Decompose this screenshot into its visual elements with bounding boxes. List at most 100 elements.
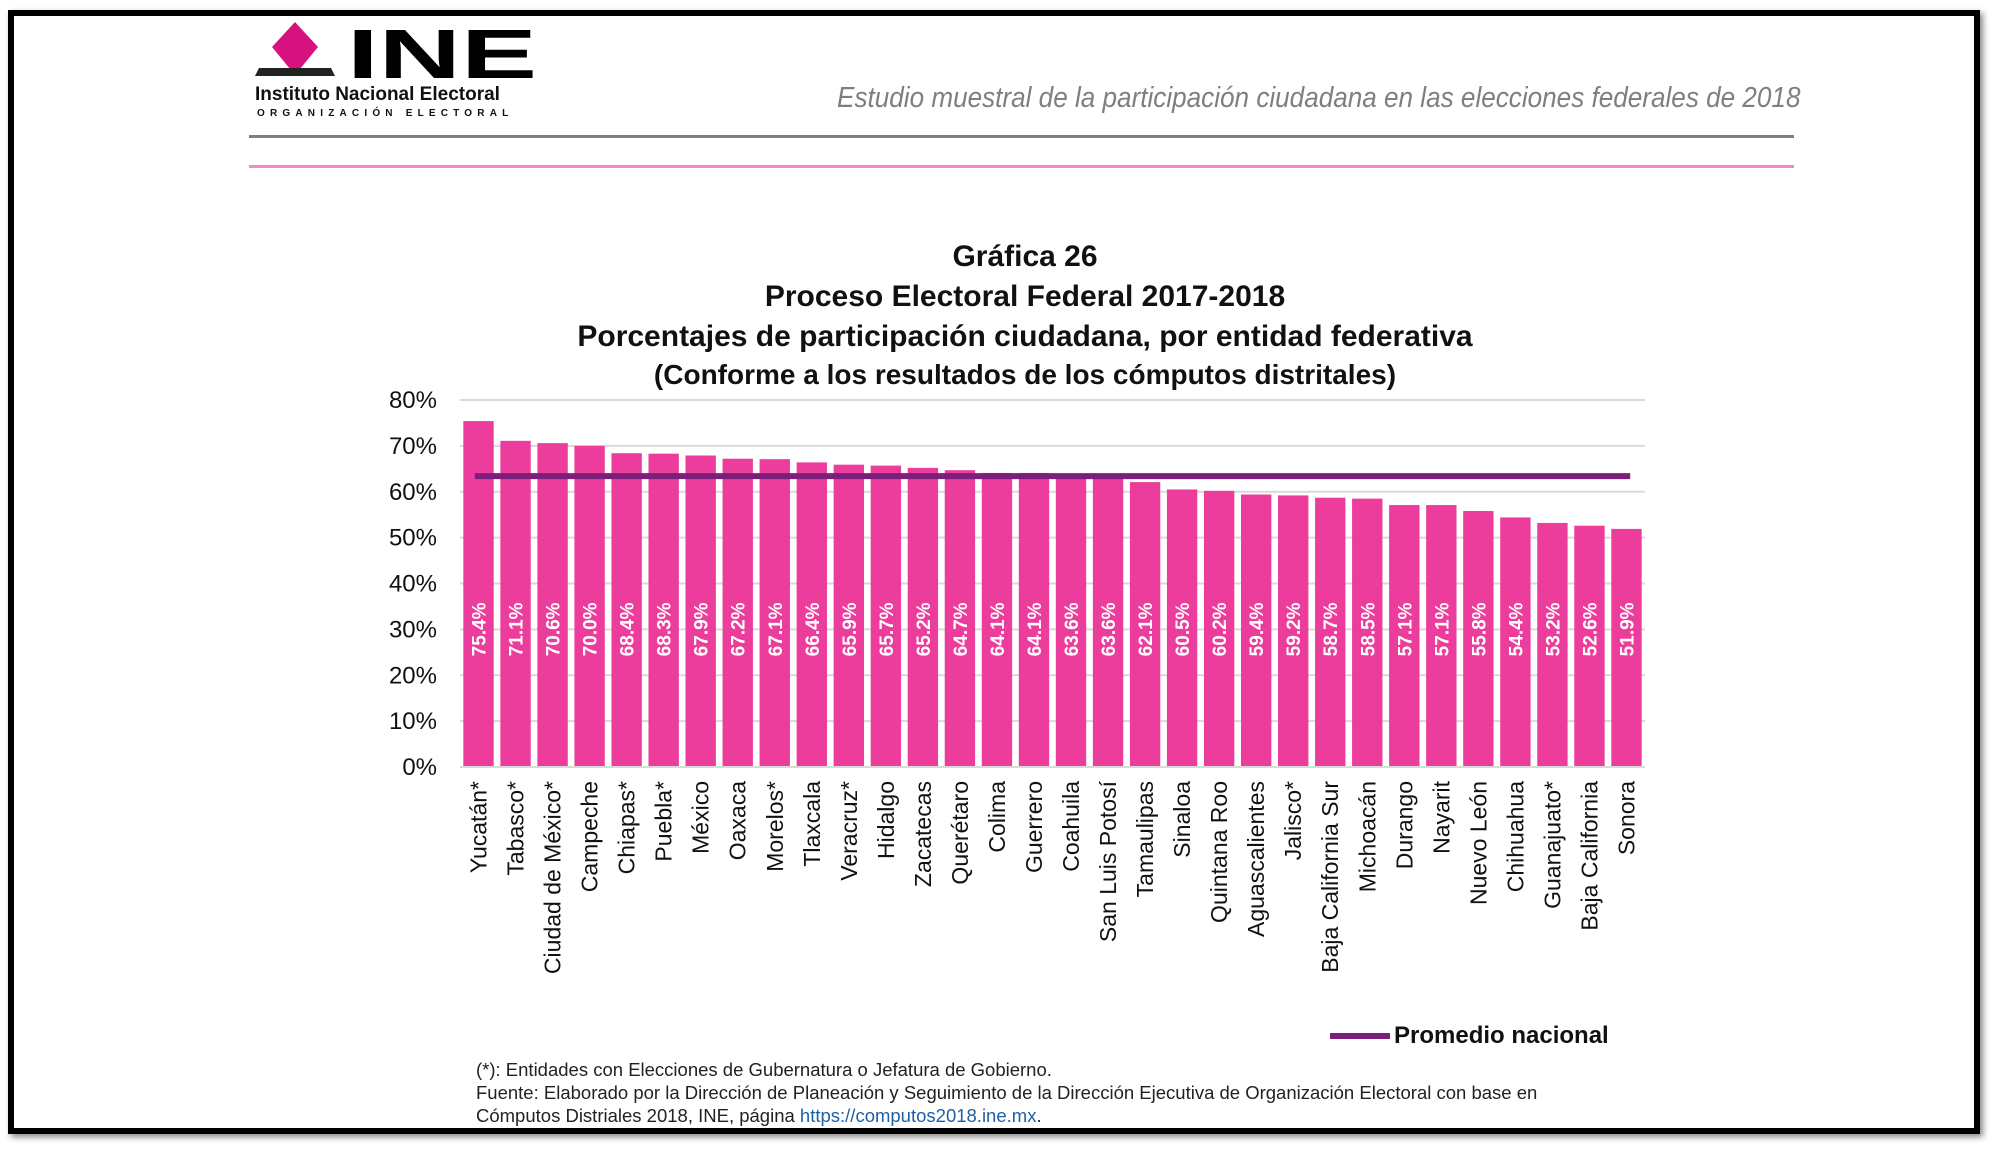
x-tick-label: Sinaloa	[1169, 781, 1195, 858]
data-label: 65.2%	[914, 602, 935, 656]
data-label: 62.1%	[1136, 602, 1157, 656]
bar	[1500, 517, 1531, 767]
x-tick-label: México	[688, 781, 714, 854]
bar	[611, 453, 642, 767]
x-tick-label: Guerrero	[1021, 781, 1047, 873]
data-label: 52.6%	[1580, 602, 1601, 656]
chart-subtitle-2: Porcentajes de participación ciudadana, …	[577, 320, 1473, 353]
bar	[722, 458, 753, 767]
y-tick-label: 60%	[389, 479, 437, 506]
bar	[870, 465, 902, 767]
data-label: 59.2%	[1284, 602, 1305, 656]
x-tick-label: Coahuila	[1058, 781, 1084, 872]
bar	[1426, 505, 1457, 767]
x-tick-label: Veracruz*	[836, 781, 862, 881]
y-tick-label: 0%	[402, 754, 437, 781]
data-label: 57.1%	[1395, 602, 1416, 656]
data-label: 64.1%	[1025, 602, 1046, 656]
y-tick-label: 20%	[389, 662, 437, 689]
bar	[1278, 495, 1309, 767]
legend-label: Promedio nacional	[1394, 1022, 1609, 1049]
data-label: 68.4%	[618, 602, 639, 656]
x-tick-label: Baja California	[1576, 781, 1602, 931]
bar	[574, 445, 605, 767]
bar	[1537, 522, 1568, 767]
data-label: 64.1%	[988, 602, 1009, 656]
data-label: 70.6%	[544, 602, 565, 656]
y-tick-label: 80%	[389, 387, 437, 414]
data-label: 57.1%	[1432, 602, 1453, 656]
bar	[500, 440, 531, 767]
bar	[796, 462, 827, 767]
footnote-asterisk: (*): Entidades con Elecciones de Guberna…	[476, 1059, 1052, 1080]
bar	[1352, 498, 1383, 767]
chart-titles: Gráfica 26 Proceso Electoral Federal 201…	[0, 237, 2000, 393]
bar	[685, 455, 716, 767]
source-link[interactable]: https://computos2018.ine.mx	[799, 1105, 1037, 1126]
x-tick-label: Chihuahua	[1502, 781, 1528, 892]
x-tick-label: Jalisco*	[1280, 781, 1306, 860]
bar	[463, 421, 494, 767]
pink-divider	[249, 165, 1794, 168]
chart-subtitle-1: Proceso Electoral Federal 2017-2018	[764, 280, 1286, 313]
y-tick-label: 10%	[389, 708, 437, 735]
bar	[1092, 475, 1124, 767]
y-tick-label: 70%	[389, 433, 437, 460]
bar	[1055, 475, 1087, 767]
x-tick-label: Chiapas*	[614, 781, 640, 874]
bar	[907, 467, 939, 767]
data-label: 60.2%	[1210, 602, 1231, 656]
data-label: 59.4%	[1247, 602, 1268, 656]
data-label: 70.0%	[581, 602, 602, 656]
x-tick-label: Puebla*	[651, 781, 677, 862]
data-label: 66.4%	[803, 602, 824, 656]
gray-divider	[249, 135, 1794, 138]
x-tick-label: Tabasco*	[503, 781, 529, 876]
data-label: 55.8%	[1469, 602, 1490, 656]
footnote-source: Fuente: Elaborado por la Dirección de Pl…	[476, 1082, 1538, 1103]
legend-swatch-promedio	[1330, 1033, 1390, 1039]
x-tick-label: Nayarit	[1428, 780, 1454, 853]
logo-name: Instituto Nacional Electoral	[255, 84, 500, 105]
footnote-period: .	[1036, 1105, 1042, 1126]
x-tick-label: Nuevo León	[1465, 781, 1491, 905]
x-tick-label: Querétaro	[947, 781, 973, 885]
bar	[944, 470, 976, 767]
chart-title: Gráfica 26	[952, 240, 1098, 273]
ine-logo: INE	[255, 20, 537, 93]
bar	[1018, 472, 1050, 767]
data-label: 67.2%	[729, 602, 750, 656]
data-label: 54.4%	[1506, 602, 1527, 656]
bar	[1389, 505, 1420, 767]
data-label: 65.9%	[840, 602, 861, 656]
data-label: 58.7%	[1321, 602, 1342, 656]
bar	[833, 464, 865, 767]
y-tick-label: 30%	[389, 616, 437, 643]
bar	[981, 472, 1013, 767]
x-tick-label: Campeche	[577, 781, 603, 892]
bar	[1129, 482, 1161, 767]
data-label: 64.7%	[951, 602, 972, 656]
data-label: 60.5%	[1173, 602, 1194, 656]
data-label: 67.1%	[766, 602, 787, 656]
y-tick-label: 40%	[389, 571, 437, 598]
bar	[1315, 497, 1346, 767]
data-label: 51.9%	[1617, 602, 1638, 656]
y-tick-label: 50%	[389, 525, 437, 552]
x-tick-label: Aguascalientes	[1243, 781, 1269, 937]
data-label: 67.9%	[692, 602, 713, 656]
data-label: 63.6%	[1099, 602, 1120, 656]
x-tick-label: Ciudad de México*	[540, 781, 566, 974]
bar	[1611, 528, 1642, 767]
x-tick-label: Michoacán	[1354, 781, 1380, 892]
x-tick-label: San Luis Potosí	[1095, 780, 1121, 942]
x-tick-label: Hidalgo	[873, 781, 899, 859]
x-tick-label: Baja California Sur	[1317, 781, 1343, 973]
x-tick-label: Tlaxcala	[799, 781, 825, 867]
bar	[1203, 490, 1235, 767]
svg-text:INE: INE	[347, 20, 537, 93]
chart-subtitle-3: (Conforme a los resultados de los cómput…	[653, 359, 1397, 390]
bar	[648, 453, 679, 767]
x-tick-label: Colima	[984, 781, 1010, 853]
